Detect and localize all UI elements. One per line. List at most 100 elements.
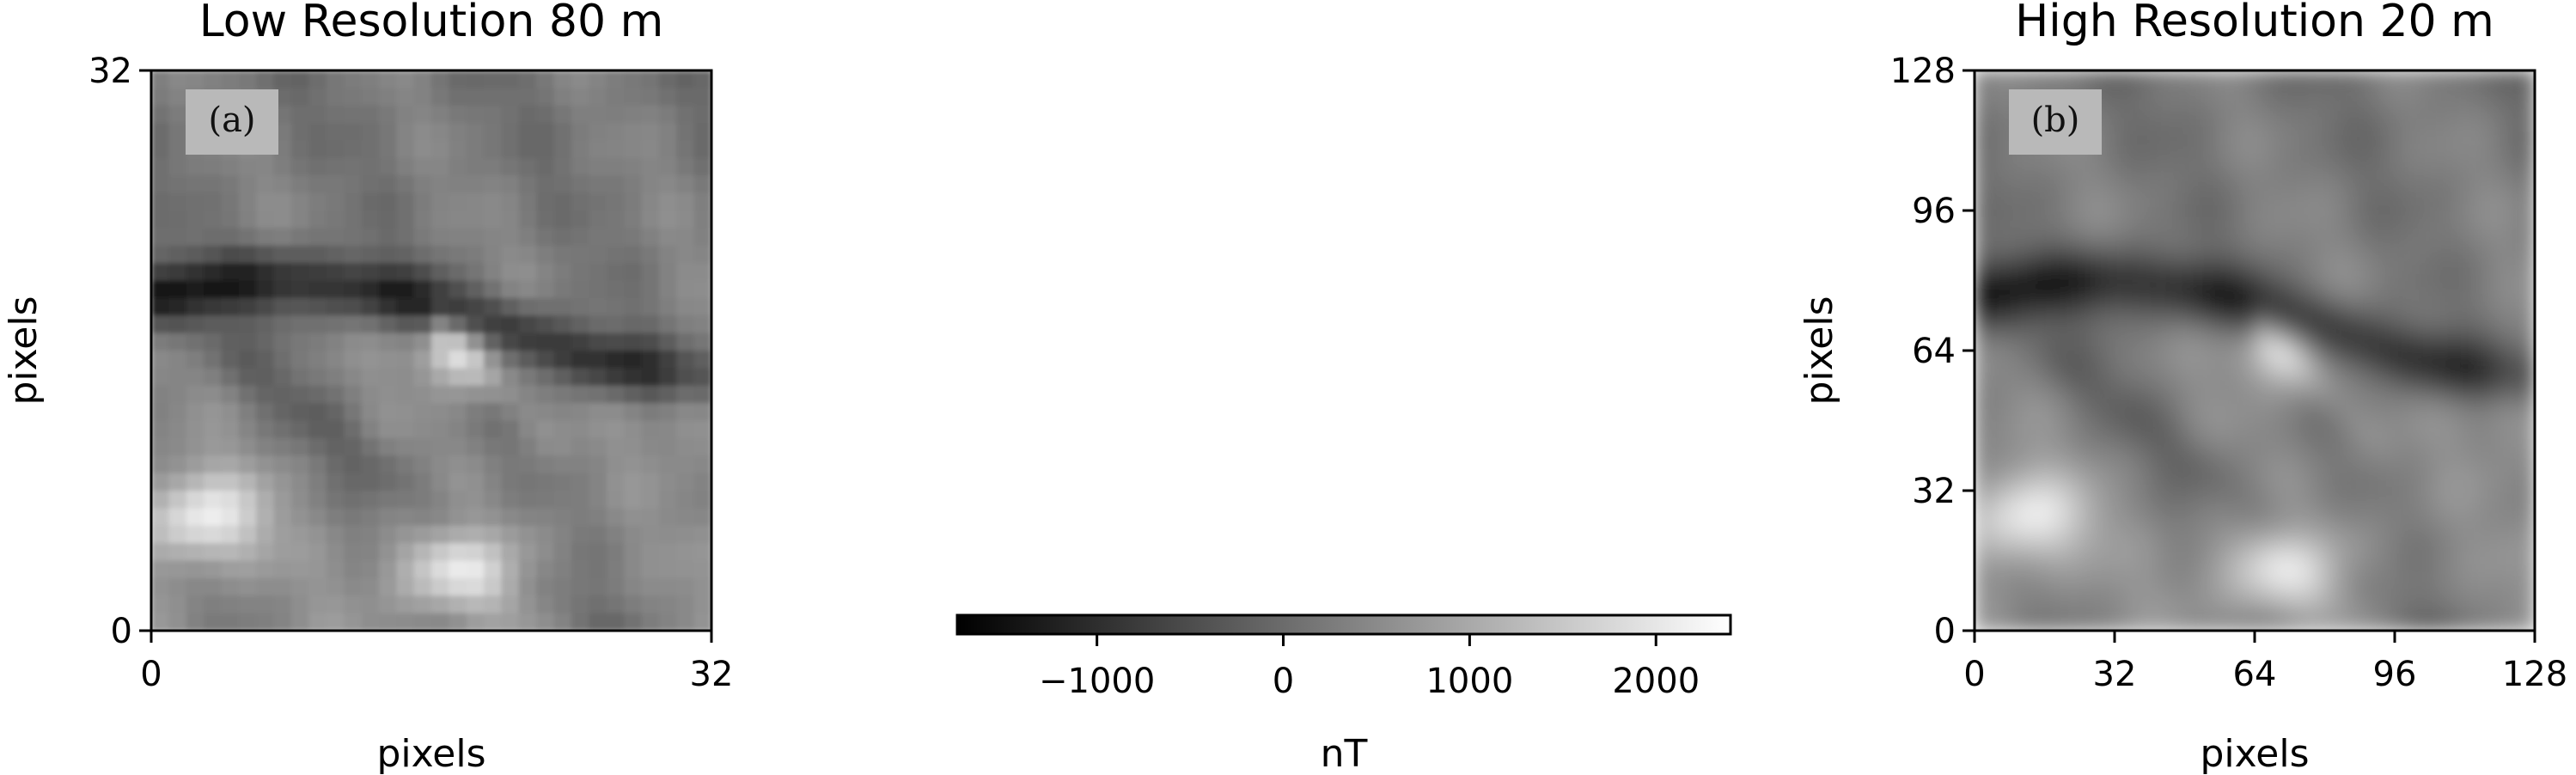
heatmap-cell	[378, 228, 397, 247]
heatmap-cell	[431, 595, 450, 614]
heatmap-cell	[2061, 157, 2072, 168]
heatmap-cell	[606, 245, 625, 264]
heatmap-cell	[2447, 403, 2457, 413]
heatmap-cell	[2447, 315, 2457, 326]
heatmap-cell	[2289, 359, 2299, 369]
heatmap-cell	[2245, 245, 2256, 255]
heatmap-cell	[326, 123, 345, 142]
heatmap-cell	[2307, 157, 2317, 168]
heatmap-cell	[2255, 307, 2264, 316]
heatmap-cell	[1975, 621, 1984, 631]
heatmap-cell	[2000, 175, 2011, 186]
heatmap-cell	[2403, 543, 2414, 553]
heatmap-cell	[2176, 508, 2186, 518]
heatmap-cell	[2412, 297, 2422, 308]
heatmap-cell	[2464, 577, 2475, 588]
heatmap-cell	[2245, 341, 2256, 351]
heatmap-cell	[2307, 131, 2317, 142]
heatmap-cell	[2341, 577, 2352, 588]
heatmap-cell	[1975, 324, 1984, 334]
heatmap-cell	[2307, 481, 2317, 491]
heatmap-cell	[2473, 437, 2483, 448]
heatmap-cell	[2272, 201, 2282, 211]
heatmap-cell	[2009, 157, 2019, 168]
heatmap-cell	[2412, 394, 2422, 404]
heatmap-cell	[2176, 437, 2186, 448]
heatmap-cell	[2193, 79, 2203, 89]
heatmap-cell	[2333, 228, 2343, 238]
heatmap-cell	[2088, 245, 2098, 255]
heatmap-cell	[2017, 236, 2028, 247]
heatmap-cell	[2017, 333, 2028, 343]
heatmap-cell	[2184, 297, 2194, 308]
heatmap-cell	[2307, 385, 2317, 395]
heatmap-cell	[1975, 157, 1984, 168]
heatmap-cell	[2368, 297, 2378, 308]
heatmap-cell	[2097, 113, 2107, 124]
heatmap-cell	[2395, 543, 2404, 553]
heatmap-cell	[256, 263, 275, 282]
heatmap-cell	[2088, 437, 2098, 448]
heatmap-cell	[693, 88, 711, 107]
heatmap-cell	[2105, 211, 2115, 220]
heatmap-cell	[2167, 595, 2177, 606]
heatmap-cell	[2071, 447, 2080, 456]
heatmap-cell	[2333, 481, 2343, 491]
heatmap-cell	[396, 560, 415, 579]
heatmap-cell	[624, 280, 643, 299]
heatmap-cell	[2280, 157, 2291, 168]
heatmap-cell	[2149, 613, 2159, 623]
heatmap-cell	[378, 437, 397, 456]
heatmap-cell	[2097, 525, 2107, 535]
heatmap-cell	[2412, 491, 2422, 500]
heatmap-cell	[2500, 123, 2510, 133]
heatmap-cell	[1975, 499, 1984, 510]
heatmap-cell	[2184, 113, 2194, 124]
heatmap-cell	[2316, 123, 2326, 133]
heatmap-cell	[2237, 437, 2247, 448]
heatmap-cell	[2491, 543, 2500, 553]
heatmap-cell	[2324, 560, 2335, 571]
heatmap-cell	[2044, 621, 2054, 631]
heatmap-cell	[2447, 595, 2457, 606]
heatmap-cell	[606, 543, 625, 562]
heatmap-cell	[2255, 455, 2264, 466]
heatmap-cell	[2464, 473, 2475, 483]
heatmap-cell	[2140, 70, 2151, 80]
heatmap-cell	[606, 351, 625, 369]
heatmap-cell	[2324, 595, 2335, 606]
heatmap-cell	[221, 297, 240, 316]
heatmap-cell	[2044, 70, 2054, 80]
heatmap-cell	[2211, 245, 2220, 255]
heatmap-cell	[2272, 499, 2282, 510]
heatmap-cell	[2307, 211, 2317, 220]
heatmap-cell	[1983, 341, 1993, 351]
heatmap-cell	[2298, 341, 2308, 351]
heatmap-cell	[2158, 455, 2168, 466]
heatmap-cell	[2061, 184, 2072, 194]
heatmap-cell	[2500, 464, 2510, 474]
heatmap-cell	[2097, 70, 2107, 80]
heatmap-cell	[2481, 437, 2492, 448]
heatmap-cell	[2167, 211, 2177, 220]
heatmap-cell	[501, 473, 520, 491]
heatmap-cell	[2201, 403, 2212, 413]
heatmap-cell	[2359, 324, 2370, 334]
heatmap-cell	[2211, 157, 2220, 168]
heatmap-cell	[2508, 359, 2518, 369]
heatmap-cell	[238, 280, 257, 299]
heatmap-cell	[2201, 307, 2212, 316]
heatmap-cell	[2368, 272, 2378, 282]
heatmap-cell	[326, 385, 345, 404]
heatmap-cell	[2473, 175, 2483, 186]
heatmap-cell	[2115, 184, 2124, 194]
heatmap-cell	[221, 595, 240, 614]
heatmap-cell	[2341, 368, 2352, 378]
heatmap-cell	[2280, 394, 2291, 404]
heatmap-cell	[186, 297, 204, 316]
heatmap-cell	[2105, 297, 2115, 308]
heatmap-cell	[2255, 315, 2264, 326]
heatmap-cell	[2395, 569, 2404, 579]
heatmap-cell	[676, 263, 695, 282]
heatmap-cell	[2324, 455, 2335, 466]
